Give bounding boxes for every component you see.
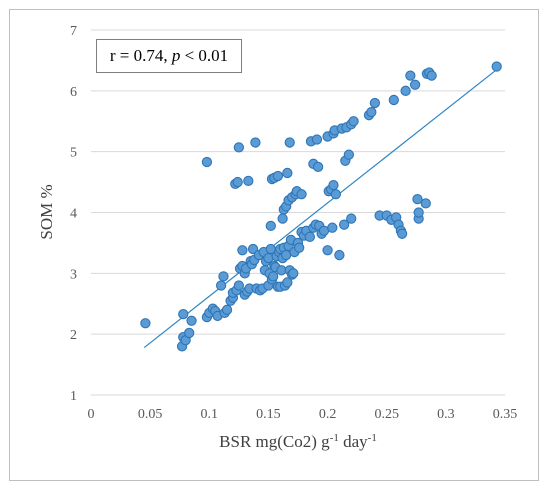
data-point-80 xyxy=(288,268,299,279)
data-point-7 xyxy=(201,156,213,168)
data-point-36 xyxy=(247,243,259,255)
data-point-120 xyxy=(369,97,381,109)
x-tick-0.2: 0.2 xyxy=(319,407,337,422)
data-point-119 xyxy=(366,106,377,118)
x-axis-title: BSR mg(Co2) g-1 day-1 xyxy=(219,432,377,451)
data-point-13 xyxy=(215,280,227,291)
data-point-131 xyxy=(409,79,421,90)
y-tick-4: 4 xyxy=(70,207,77,222)
data-point-132 xyxy=(412,193,423,205)
data-point-114 xyxy=(343,149,355,160)
data-point-27 xyxy=(237,245,248,256)
data-point-128 xyxy=(396,228,408,239)
annotation-p: p xyxy=(171,46,181,65)
data-point-5 xyxy=(184,327,195,339)
data-point-87 xyxy=(296,189,307,200)
data-point-59 xyxy=(272,170,284,182)
trendline xyxy=(143,69,498,349)
data-points xyxy=(140,61,502,352)
x-axis-ticks: 0 0.05 0.1 0.15 0.2 0.25 0.3 0.35 xyxy=(88,407,518,422)
data-point-46 xyxy=(263,252,274,264)
data-point-32 xyxy=(243,175,254,187)
gridlines xyxy=(91,29,505,335)
y-tick-6: 6 xyxy=(70,85,77,100)
x-axis-title-mid: day xyxy=(339,432,368,451)
data-point-109 xyxy=(334,249,345,261)
data-point-72 xyxy=(282,277,293,288)
y-tick-7: 7 xyxy=(70,24,77,39)
data-point-22 xyxy=(232,176,243,188)
x-axis-title-main: BSR mg(Co2) g xyxy=(219,432,330,451)
data-point-138 xyxy=(426,70,437,81)
x-tick-0: 0 xyxy=(88,407,95,422)
data-point-129 xyxy=(400,85,411,96)
data-point-90 xyxy=(304,231,315,242)
annotation-prefix: r = 0.74, xyxy=(109,46,172,65)
data-point-6 xyxy=(186,315,197,326)
x-tick-0.15: 0.15 xyxy=(256,407,281,422)
x-tick-0.3: 0.3 xyxy=(437,407,455,422)
x-tick-0.25: 0.25 xyxy=(374,407,399,422)
data-point-95 xyxy=(311,134,323,145)
data-point-71 xyxy=(282,167,293,179)
data-point-23 xyxy=(233,280,245,291)
x-axis-title-sup2: -1 xyxy=(368,432,377,444)
y-axis-ticks: 1 2 3 4 5 6 7 xyxy=(70,24,77,404)
data-point-2 xyxy=(178,308,189,320)
data-point-134 xyxy=(413,207,424,218)
y-axis-title: SOM % xyxy=(37,184,56,239)
data-point-130 xyxy=(405,70,416,81)
y-tick-3: 3 xyxy=(70,267,77,282)
data-point-38 xyxy=(250,137,261,148)
data-point-108 xyxy=(330,189,342,200)
x-tick-0.35: 0.35 xyxy=(493,407,518,422)
y-tick-1: 1 xyxy=(70,389,77,404)
data-point-0 xyxy=(140,318,151,329)
data-point-135 xyxy=(420,198,431,209)
data-point-104 xyxy=(327,222,338,233)
data-point-24 xyxy=(233,142,245,153)
annotation-suffix: < 0.01 xyxy=(180,46,229,65)
data-point-111 xyxy=(338,219,350,230)
x-tick-0.1: 0.1 xyxy=(201,407,219,422)
data-point-65 xyxy=(277,213,288,224)
data-point-16 xyxy=(221,304,233,315)
data-point-116 xyxy=(346,213,357,224)
data-point-124 xyxy=(388,94,399,106)
y-tick-2: 2 xyxy=(70,328,77,343)
correlation-annotation: r = 0.74, p < 0.01 xyxy=(96,39,242,73)
data-point-139 xyxy=(491,61,502,72)
x-tick-0.05: 0.05 xyxy=(138,407,163,422)
y-tick-5: 5 xyxy=(70,146,77,161)
data-point-96 xyxy=(312,161,324,173)
data-point-117 xyxy=(348,116,359,127)
data-point-105 xyxy=(328,179,339,191)
x-axis-title-sup1: -1 xyxy=(330,432,339,444)
data-point-53 xyxy=(268,271,279,282)
data-point-50 xyxy=(265,220,276,232)
data-point-100 xyxy=(322,245,333,256)
data-point-76 xyxy=(284,137,295,148)
data-point-14 xyxy=(218,271,229,282)
data-point-85 xyxy=(294,242,305,253)
